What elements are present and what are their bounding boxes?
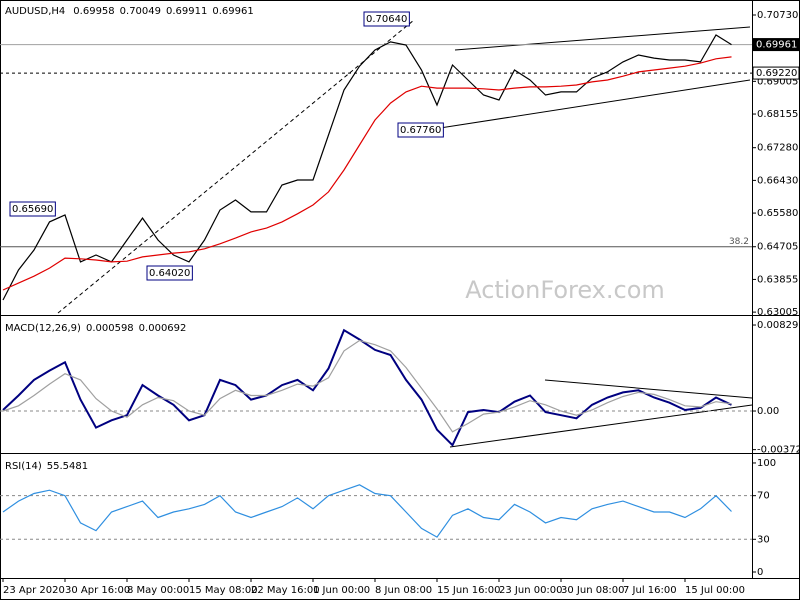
y-tick-label: 0.67280 [757,143,798,154]
x-tick-label: 7 Jul 16:00 [623,585,677,596]
y-tick-label: 0.63005 [757,307,798,318]
annotation: 0.64020 [149,268,190,279]
annotation-box [146,265,193,281]
header-value: 0.000692 [139,323,187,334]
x-tick-label: 8 Jun 08:00 [375,585,432,596]
watermark: ActionForex.com [465,276,665,304]
channel-line [439,79,751,129]
y-tick-label: 0 [757,567,763,578]
y-tick-label: 30 [757,534,770,545]
x-tick-label: 15 May 08:00 [189,585,258,596]
triangle-line [449,404,753,448]
header-value: 0.70049 [120,6,161,17]
y-tick-label: 0.64705 [757,242,798,253]
y-tick-label: 0.68155 [757,109,798,120]
channel-line [454,26,751,51]
y-tick-label: 0.008296 [757,320,800,331]
x-tick-label: 15 Jun 16:00 [437,585,501,596]
price-label: 0.69220 [756,68,797,79]
header-value: 0.69911 [166,6,207,17]
price-label-box [752,66,800,80]
series-line [2,34,732,301]
y-tick-label: 0.00 [757,406,779,417]
y-tick-label: 70 [757,491,770,502]
triangle-line [544,379,753,399]
series-line [2,339,732,433]
header-value: 55.5481 [47,461,88,472]
annotation: 0.70640 [366,14,407,25]
x-tick-label: 8 May 00:00 [127,585,189,596]
header-value: 0.69958 [73,6,114,17]
pane-header: AUDUSD,H4 0.69958 0.70049 0.69911 0.69961 [5,6,254,17]
annotation: 0.67760 [400,125,441,136]
annotation-box [397,122,444,138]
x-tick-label: 23 Apr 2020 [3,585,65,596]
x-tick-label: 23 Jun 00:00 [499,585,563,596]
price-label: 0.69961 [756,40,797,51]
y-tick-label: -0.003725 [757,445,800,456]
series-line [2,484,732,538]
pane-title: RSI(14) [5,461,42,472]
annotation-box [363,11,410,27]
x-tick-label: 15 Jul 00:00 [685,585,745,596]
level-label: 38.2 [729,237,749,247]
x-tick-label: 30 Jun 08:00 [561,585,625,596]
pane-header: MACD(12,26,9) 0.000598 0.000692 [5,323,186,334]
x-tick-label: 1 Jun 00:00 [313,585,370,596]
y-tick-label: 0.70730 [757,10,798,21]
y-tick-label: 0.69005 [757,76,798,87]
y-tick-label: 0.66430 [757,175,798,186]
pane-title: MACD(12,26,9) [5,323,81,334]
x-tick-label: 22 May 16:00 [251,585,320,596]
y-tick-label: 0.65580 [757,208,798,219]
annotation-box [9,201,56,217]
price-label-box [752,38,800,52]
pane-title: AUDUSD,H4 [5,6,65,17]
pane-header: RSI(14) 55.5481 [5,461,88,472]
y-tick-label: 100 [757,458,776,469]
x-tick-label: 30 Apr 16:00 [65,585,130,596]
header-value: 0.000598 [86,323,134,334]
header-value: 0.69961 [212,6,253,17]
series-line [2,56,732,291]
annotation: 0.65690 [12,204,53,215]
y-tick-label: 0.63855 [757,274,798,285]
